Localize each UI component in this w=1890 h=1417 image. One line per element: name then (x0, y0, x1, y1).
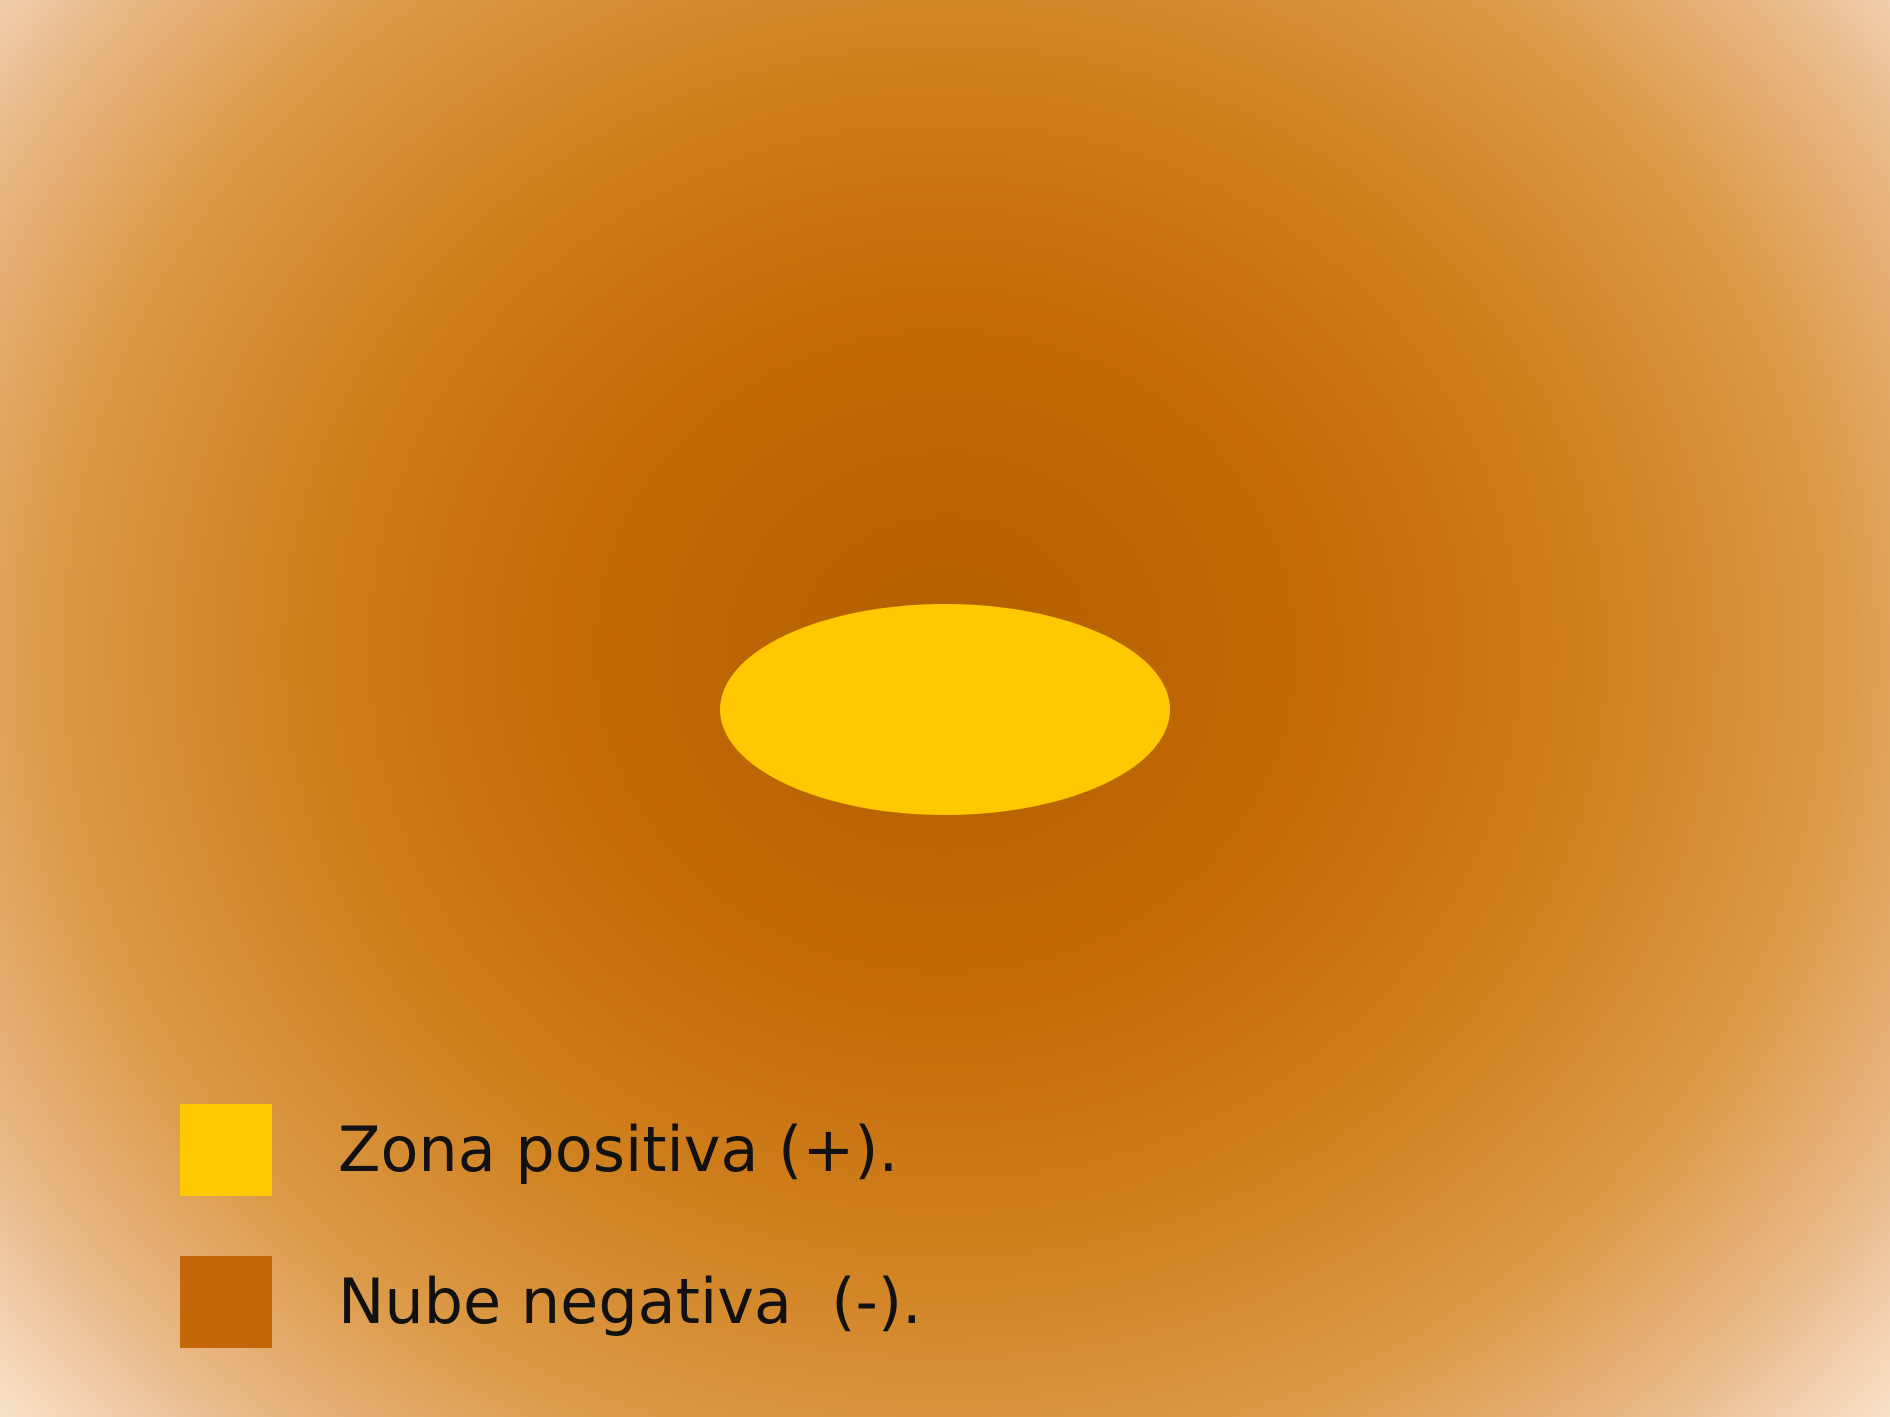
positive-label: Zona positiva (+). (338, 1113, 899, 1186)
legend-item-negative: Nube negativa (-). (180, 1256, 1080, 1348)
legend: Zona positiva (+). Nube negativa (-). (180, 1104, 1080, 1408)
legend-item-positive: Zona positiva (+). (180, 1104, 1080, 1196)
negative-swatch (180, 1256, 272, 1348)
positive-swatch (180, 1104, 272, 1196)
negative-label: Nube negativa (-). (338, 1265, 922, 1338)
positive-zone-ellipse (720, 604, 1170, 815)
